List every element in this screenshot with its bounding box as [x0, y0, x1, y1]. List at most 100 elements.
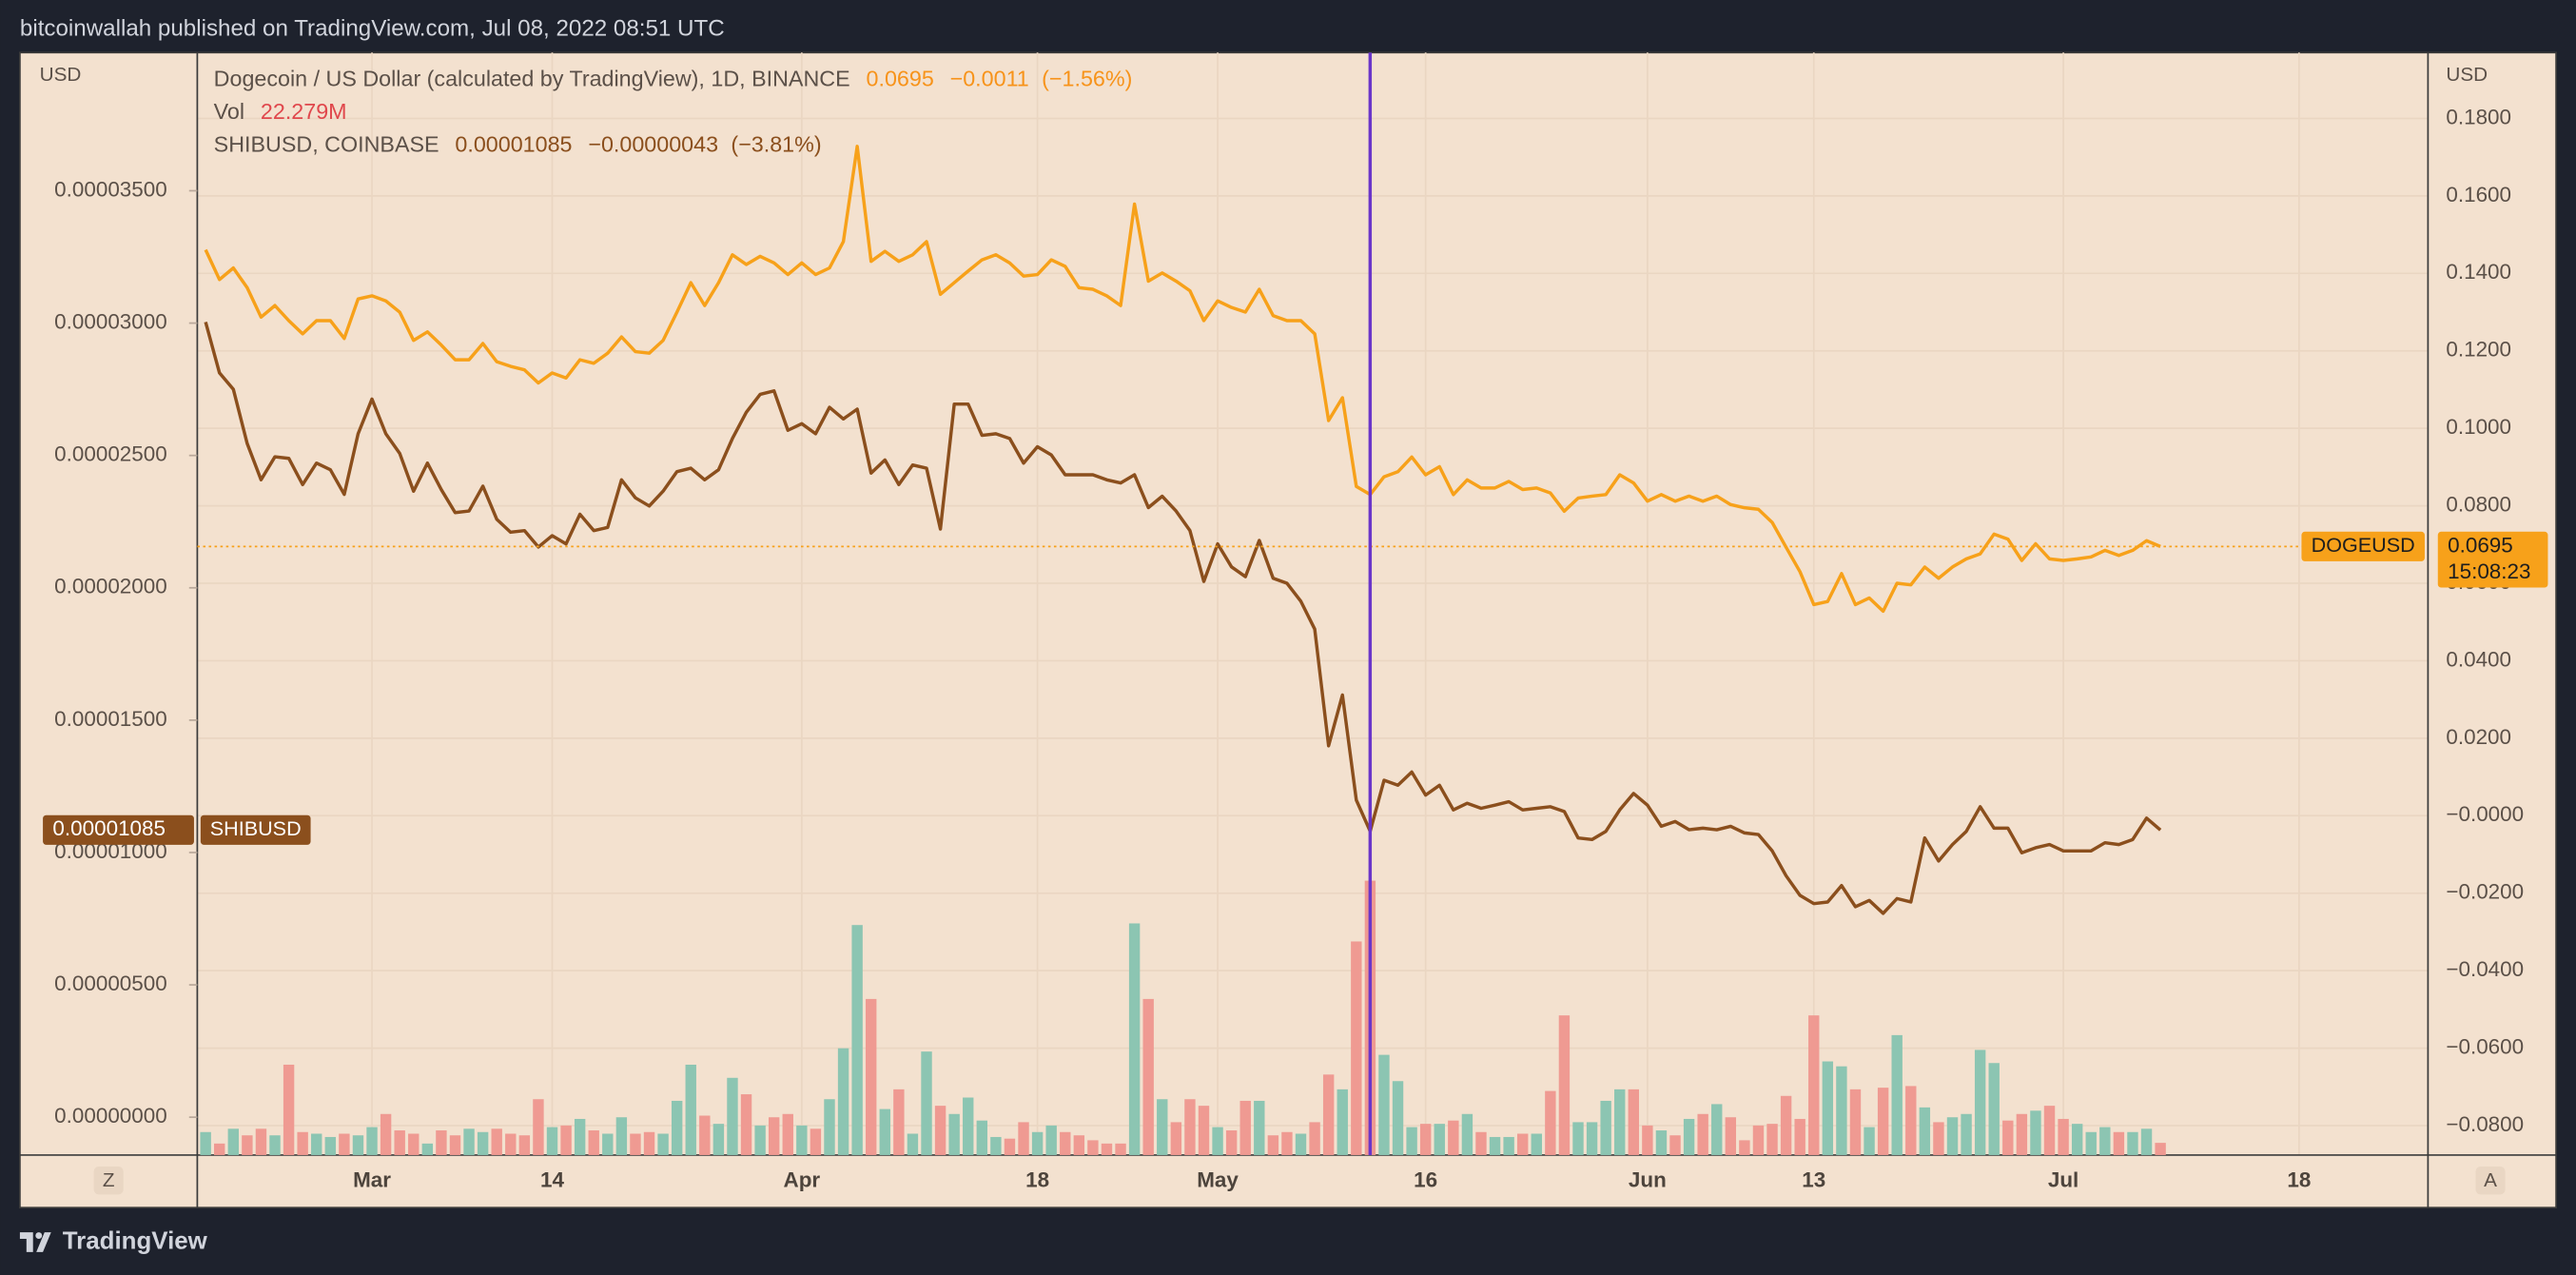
volume-bar	[1905, 1086, 1917, 1155]
volume-bar	[1170, 1122, 1182, 1155]
volume-bar	[214, 1143, 225, 1155]
series-tag	[200, 814, 311, 845]
axis-button-label[interactable]: Z	[103, 1169, 115, 1191]
volume-bar	[643, 1131, 655, 1155]
y-axis-label: USD	[40, 64, 82, 86]
legend-title: Vol	[214, 99, 244, 124]
price-tag-label: 0.00001085	[52, 816, 166, 840]
volume-bar	[1822, 1061, 1834, 1155]
plot	[197, 145, 2429, 1155]
legend-change: −0.00000043	[588, 132, 718, 157]
volume-bar	[1933, 1122, 1944, 1155]
volume-bar	[2071, 1124, 2083, 1155]
volume-bar	[879, 1108, 890, 1155]
volume-bar	[546, 1127, 558, 1155]
x-tick-label: Mar	[353, 1167, 391, 1191]
y2-tick-label: 0.1800	[2446, 105, 2511, 128]
volume-bar	[824, 1099, 835, 1155]
volume-bar	[1739, 1140, 1750, 1155]
volume-bar	[796, 1125, 808, 1155]
series-tag-label: DOGEUSD	[2312, 533, 2415, 557]
y-tick-label: 0.00002000	[54, 575, 167, 598]
volume-bar	[394, 1130, 405, 1155]
volume-bar	[2058, 1118, 2069, 1155]
volume-bar	[269, 1135, 281, 1155]
volume-bar	[1558, 1015, 1571, 1155]
legend-title: SHIBUSD, COINBASE	[214, 132, 439, 157]
y-tick-label: 0.00000500	[54, 971, 167, 995]
volume-bar	[1669, 1135, 1681, 1155]
price-line	[204, 321, 2162, 915]
volume-bar	[1586, 1122, 1598, 1155]
brand: TradingView	[63, 1227, 208, 1254]
volume-bar	[2127, 1131, 2138, 1155]
volume-bar	[2085, 1131, 2097, 1155]
volume-bar	[768, 1117, 780, 1155]
volume-bar	[366, 1127, 378, 1155]
volume-bar	[1752, 1125, 1765, 1155]
volume-bar	[1392, 1081, 1404, 1155]
volume-bar	[1239, 1100, 1251, 1155]
volume-bar	[685, 1064, 696, 1155]
volume-bar	[893, 1089, 905, 1155]
price-line	[204, 145, 2161, 614]
volume-bar	[1961, 1113, 1972, 1155]
volume-bar	[1281, 1131, 1293, 1155]
volume-bar	[408, 1133, 420, 1155]
volume-bar	[283, 1064, 295, 1155]
volume-bar	[1101, 1143, 1113, 1155]
volume-bar	[588, 1130, 599, 1155]
volume-bar	[200, 1131, 211, 1155]
volume-bar	[1128, 923, 1141, 1155]
publisher: bitcoinwallah published on TradingView.c…	[20, 15, 725, 41]
x-tick-label: 18	[1025, 1167, 1049, 1191]
volume-bar	[477, 1131, 489, 1155]
y2-tick-label: 0.1000	[2446, 415, 2511, 439]
legend-value: 0.0695	[867, 67, 934, 91]
y-tick-label: 0.00003500	[54, 177, 167, 201]
volume-bar	[560, 1125, 572, 1155]
volume-bar	[671, 1100, 683, 1155]
y2-tick-label: 0.1200	[2446, 338, 2511, 362]
legend-value: 22.279M	[261, 99, 347, 124]
volume-bar	[699, 1115, 711, 1155]
brand-logo	[19, 1232, 51, 1252]
volume-bar	[2002, 1120, 2014, 1155]
volume-bar	[2113, 1131, 2125, 1155]
chart-panel	[19, 51, 2557, 1209]
volume-bar	[1157, 1099, 1168, 1155]
x-tick-label: 14	[540, 1167, 564, 1191]
volume-bar	[740, 1094, 752, 1155]
x-tick-label: 16	[1414, 1167, 1437, 1191]
volume-bar	[2155, 1143, 2166, 1155]
volume-bar	[1378, 1054, 1390, 1155]
x-tick-label: 18	[2287, 1167, 2311, 1191]
volume-bar	[1295, 1133, 1307, 1155]
volume-bar	[1309, 1122, 1320, 1155]
x-tick-label: Apr	[784, 1167, 821, 1191]
volume-bar	[1087, 1140, 1099, 1155]
volume-bar	[227, 1128, 239, 1155]
volume-bar	[1448, 1120, 1459, 1155]
axis-button-label[interactable]: A	[2484, 1169, 2497, 1191]
volume-bar	[2099, 1127, 2111, 1155]
price-tag	[43, 814, 194, 845]
volume-bar	[491, 1128, 502, 1155]
volume-bar	[1836, 1066, 1847, 1155]
axis-button[interactable]	[2475, 1167, 2506, 1195]
legend-change-pct: (−1.56%)	[1042, 67, 1132, 91]
y2-axis-label: USD	[2446, 64, 2488, 86]
volume-bar	[352, 1135, 364, 1155]
axis-button[interactable]	[93, 1167, 124, 1195]
volume-bar	[1406, 1127, 1417, 1155]
volume-bar	[1766, 1124, 1778, 1155]
series-tag	[2301, 531, 2425, 561]
volume-bar	[866, 998, 877, 1155]
y2-tick-label: −0.0800	[2446, 1112, 2524, 1136]
y2-tick-label: 0.0800	[2446, 493, 2511, 517]
volume-bar	[380, 1113, 392, 1155]
y2-tick-label: −0.0000	[2446, 802, 2524, 826]
x-tick-label: Jul	[2048, 1167, 2078, 1191]
